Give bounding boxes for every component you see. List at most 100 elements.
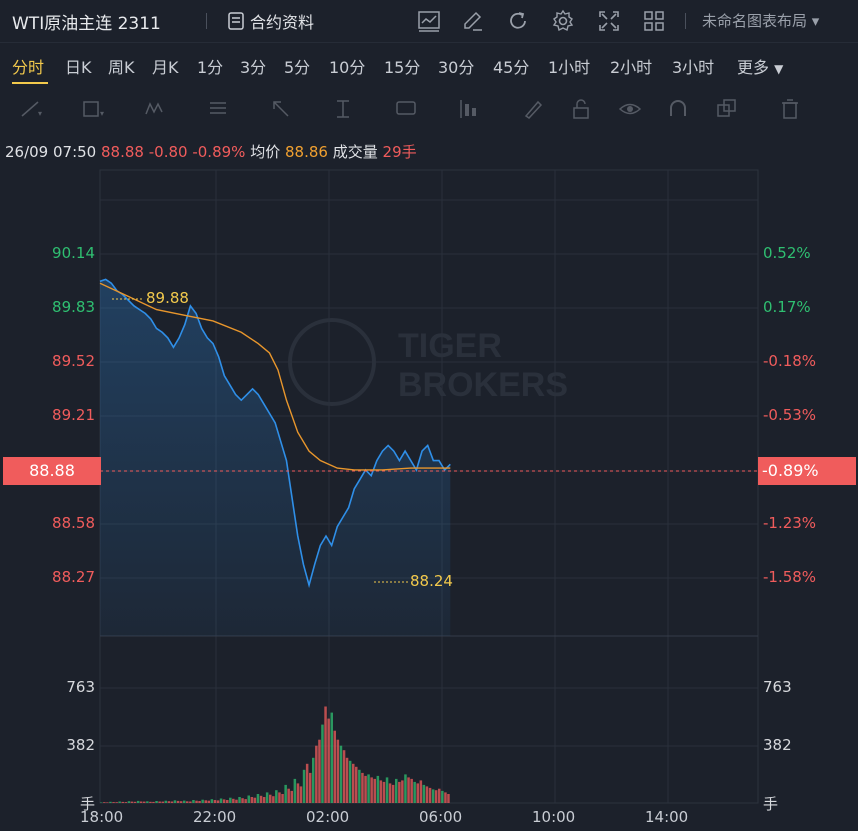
volume-bar — [438, 788, 441, 803]
volume-bar — [192, 800, 195, 803]
grid-layout-icon[interactable] — [641, 8, 667, 34]
tab-period-3[interactable]: 月K — [152, 58, 179, 77]
contract-info-label: 合约资料 — [250, 13, 315, 32]
brush-tool-icon[interactable] — [520, 96, 546, 122]
tab-period-4[interactable]: 1分 — [197, 58, 224, 77]
tab-period-12[interactable]: 2小时 — [610, 58, 653, 77]
dropdown-caret-icon: ▾ — [811, 12, 820, 30]
volume-bar — [431, 789, 435, 803]
volume-bar — [342, 750, 346, 803]
price-line — [99, 278, 451, 589]
trendline-tool-icon[interactable]: ▾ — [18, 96, 44, 122]
eye-icon[interactable] — [617, 96, 643, 122]
volume-bar — [385, 777, 389, 803]
tab-period-9[interactable]: 30分 — [438, 58, 475, 77]
quote-price: 88.88 — [101, 143, 144, 161]
volume-bar — [176, 800, 180, 803]
measure-tool-icon[interactable] — [457, 96, 483, 122]
quote-change: -0.80 — [148, 143, 188, 161]
x-tick: 10:00 — [532, 808, 576, 826]
volume-bar — [434, 790, 438, 803]
settings-gear-icon[interactable] — [550, 8, 576, 34]
wave-tool-icon[interactable] — [143, 96, 169, 122]
lock-icon[interactable] — [568, 96, 594, 122]
volume-bar — [253, 797, 257, 803]
volume-bar — [161, 801, 164, 803]
avg-label: 均价 — [250, 143, 281, 161]
trash-icon[interactable] — [777, 96, 803, 122]
quote-summary: 26/09 07:50 88.88 -0.80 -0.89% 均价 88.86 … — [5, 141, 417, 162]
tab-period-10[interactable]: 45分 — [493, 58, 530, 77]
magnet-icon[interactable] — [665, 96, 691, 122]
avg-value: 88.86 — [285, 143, 328, 161]
quote-change-pct: -0.89% — [192, 143, 246, 161]
draw-pen-icon[interactable] — [460, 8, 486, 34]
tab-period-13[interactable]: 3小时 — [672, 58, 715, 77]
volume-bar — [275, 790, 278, 803]
period-tabs: 分时 日K 周K 月K 1分 3分 5分 10分 15分 30分 45分 1小时… — [0, 46, 858, 86]
volume-bar — [139, 801, 143, 803]
tab-period-0[interactable]: 分时 — [12, 58, 45, 77]
tab-period-5[interactable]: 3分 — [240, 58, 267, 77]
volume-tick: 763 — [763, 678, 792, 696]
volume-bar — [149, 801, 152, 803]
volume-bar — [164, 800, 167, 803]
tab-period-7[interactable]: 10分 — [329, 58, 366, 77]
volume-tick: 763 — [66, 678, 95, 696]
volume-bar — [391, 784, 395, 803]
label-tool-icon[interactable] — [394, 96, 420, 122]
volume-bar — [146, 801, 149, 803]
indicator-chart-icon[interactable] — [416, 8, 442, 34]
volume-bar — [124, 802, 128, 803]
chart-series — [99, 278, 451, 636]
volume-bar — [290, 790, 293, 803]
x-tick: 06:00 — [419, 808, 463, 826]
volume-bar — [302, 769, 306, 803]
price-area-fill — [100, 279, 451, 636]
arrow-tool-icon[interactable] — [268, 96, 294, 122]
volume-bar — [213, 800, 217, 803]
tab-period-8[interactable]: 15分 — [384, 58, 421, 77]
volume-bar — [158, 801, 161, 803]
refresh-icon[interactable] — [505, 8, 531, 34]
watermark-text-1: TIGER — [398, 327, 502, 365]
pct-tick: -0.53% — [763, 406, 817, 424]
volume-bar — [305, 763, 309, 803]
tab-period-11[interactable]: 1小时 — [548, 58, 591, 77]
volume-bar — [201, 799, 204, 803]
price-tick: 90.14 — [52, 244, 95, 262]
volume-bar — [222, 799, 226, 803]
rectangle-tool-icon[interactable]: ▾ — [80, 96, 106, 122]
volume-bar — [336, 739, 340, 803]
pct-tick: -1.58% — [763, 568, 817, 586]
volume-bar — [278, 792, 281, 803]
text-cursor-tool-icon[interactable] — [331, 96, 357, 122]
volume-bar — [281, 794, 284, 803]
volume-bar — [244, 799, 247, 803]
volume-bar — [238, 797, 241, 803]
high-label: 89.88 — [146, 289, 189, 307]
fullscreen-icon[interactable] — [596, 8, 622, 34]
tab-period-2[interactable]: 周K — [108, 58, 135, 77]
layout-selector[interactable]: 未命名图表布局 ▾ — [702, 10, 819, 31]
fib-tool-icon[interactable] — [206, 96, 232, 122]
symbol-title[interactable]: WTI原油主连 2311 — [12, 14, 161, 34]
volume-bar — [272, 796, 275, 803]
contract-info-button[interactable]: 合约资料 — [228, 9, 314, 33]
volume-bar — [173, 800, 177, 803]
volume-bar — [130, 801, 134, 803]
volume-bar — [183, 800, 186, 803]
volume-bar — [121, 801, 124, 803]
x-tick: 22:00 — [193, 808, 237, 826]
tab-period-6[interactable]: 5分 — [284, 58, 311, 77]
volume-bar — [284, 784, 287, 803]
volume-bar — [309, 772, 312, 803]
more-periods-button[interactable]: 更多 ▼ — [737, 54, 783, 78]
tab-period-1[interactable]: 日K — [65, 58, 92, 77]
volume-bar — [382, 781, 386, 803]
volume-bar — [447, 794, 450, 803]
volume-bar — [155, 801, 158, 803]
volume-bar — [416, 783, 419, 803]
copy-icon[interactable] — [714, 96, 740, 122]
svg-text:▾: ▾ — [100, 109, 104, 118]
